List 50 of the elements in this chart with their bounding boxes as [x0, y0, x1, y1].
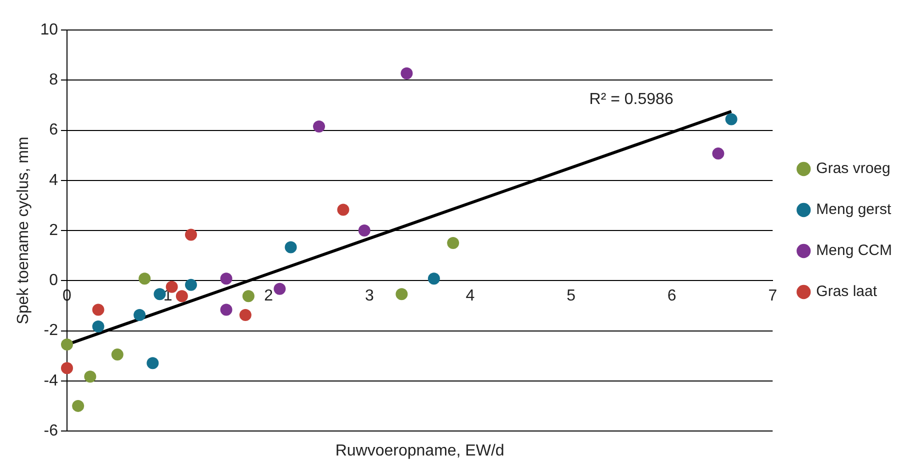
legend-label: Gras vroeg [816, 160, 890, 178]
point [220, 304, 232, 316]
y-tick-label: 8 [49, 72, 58, 89]
x-tick-label: 3 [364, 288, 374, 305]
legend-label: Gras laat [816, 283, 878, 300]
point [176, 290, 188, 302]
x-tick-label: 6 [667, 288, 676, 305]
point [337, 204, 350, 216]
x-axis-title: Ruwvoeropname, EW/d [335, 442, 504, 460]
y-tick-label: 4 [49, 172, 58, 189]
point [239, 308, 252, 321]
point [184, 228, 197, 241]
point [396, 288, 408, 300]
legend-label: Meng gerst [816, 201, 892, 218]
y-tick-label: 2 [49, 222, 58, 239]
point [358, 224, 370, 236]
point [242, 290, 254, 302]
point [84, 370, 96, 383]
point [92, 320, 104, 332]
point [712, 148, 724, 160]
point [72, 400, 84, 412]
point [111, 348, 124, 361]
point [134, 308, 146, 321]
point [284, 241, 297, 254]
point [400, 67, 413, 80]
point [447, 237, 460, 250]
point [60, 362, 73, 374]
point [60, 338, 73, 351]
legend-label: Meng CCM [816, 242, 892, 260]
y-tick-label: -6 [44, 422, 58, 440]
point [184, 278, 197, 291]
x-tick-label: 2 [264, 288, 274, 305]
x-tick-label: 7 [768, 288, 778, 305]
y-tick-label: 0 [49, 272, 58, 290]
x-tick-label: 4 [466, 288, 475, 305]
y-axis-title: Spek toename cyclus, mm [15, 136, 32, 324]
y-tick-label: 10 [40, 21, 58, 38]
y-tick-label: -2 [44, 322, 58, 340]
point [313, 120, 326, 132]
point [274, 282, 286, 295]
annotation: R² = 0.5986 [589, 90, 674, 108]
point [92, 304, 104, 316]
point [220, 272, 232, 285]
y-tick-label: -4 [44, 372, 58, 390]
point [428, 272, 440, 285]
point [138, 272, 151, 285]
y-tick-label: 6 [49, 122, 58, 139]
point [146, 357, 159, 370]
x-tick-label: 5 [566, 288, 576, 305]
point [725, 113, 738, 126]
